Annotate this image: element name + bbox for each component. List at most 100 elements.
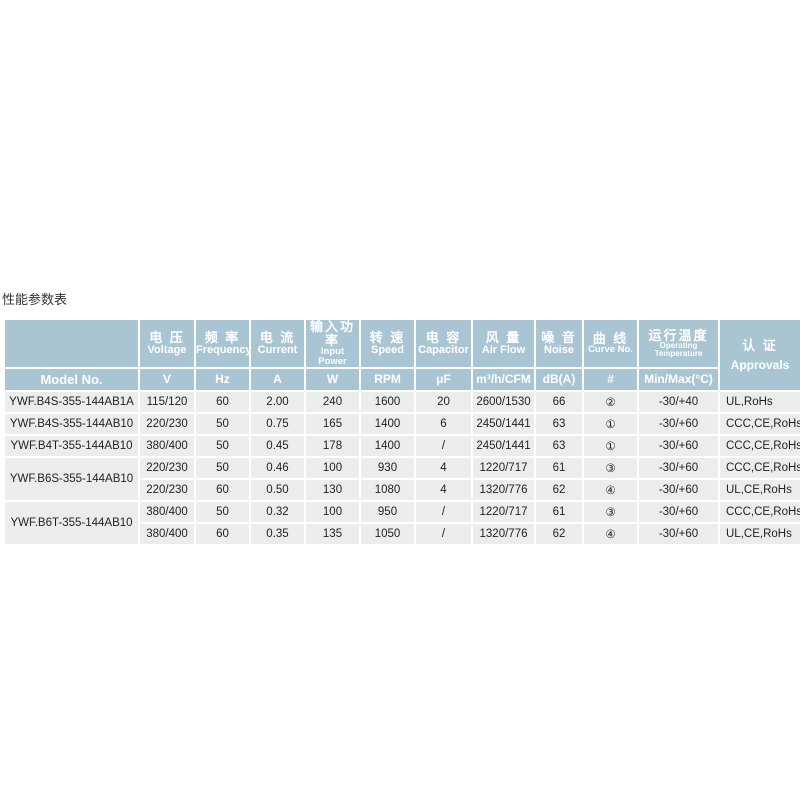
data-cell: /	[416, 436, 471, 457]
column-header: 曲 线 Curve No.	[584, 320, 637, 368]
column-header: 风 量 Air Flow	[473, 320, 534, 368]
data-cell: 60	[196, 524, 249, 545]
data-cell: 20	[416, 392, 471, 413]
unit-header: #	[584, 369, 637, 391]
table-row: YWF.B6T-355-144AB10 380/400 50 0.32 100 950/1…	[5, 502, 800, 545]
column-header-zh: 噪 音	[541, 330, 577, 346]
data-cell: 1320/776	[473, 480, 534, 501]
data-cell: 60	[196, 480, 249, 501]
data-cell: CCC,CE,RoHs	[720, 436, 800, 457]
data-cell: ③	[584, 458, 637, 479]
unit-header: m³/h/CFM	[473, 369, 534, 391]
model-cell: YWF.B4T-355-144AB10	[5, 436, 138, 457]
model-header: Model No.	[5, 369, 138, 391]
model-cell: YWF.B4S-355-144AB10	[5, 414, 138, 435]
table-row: YWF.B4T-355-144AB10 380/400 50 0.45 178 1400/…	[5, 436, 800, 457]
data-cell: 0.32	[251, 502, 304, 523]
data-cell: 130	[306, 480, 359, 501]
data-cell: 950	[361, 502, 414, 523]
data-cell: 1400	[361, 414, 414, 435]
column-header: 电 流 Current	[251, 320, 304, 368]
data-cell: 62	[536, 524, 582, 545]
data-cell: 2450/1441	[473, 414, 534, 435]
data-cell: ④	[584, 524, 637, 545]
column-header: 运行温度 Operating Temperature	[639, 320, 718, 368]
column-header-zh: 输入功率	[309, 319, 355, 348]
table-row: YWF.B6S-355-144AB10 220/230 50 0.46 100 930 4 1…	[5, 458, 800, 501]
unit-header: A	[251, 369, 304, 391]
column-header-zh: 电 容	[425, 330, 462, 346]
data-cell: 135	[306, 524, 359, 545]
data-cell: 2600/1530	[473, 392, 534, 413]
data-cell: 380/400	[140, 524, 194, 545]
data-cell: 1400	[361, 436, 414, 457]
data-cell: 0.46	[251, 458, 304, 479]
column-header-en: Capacitor	[418, 343, 469, 356]
data-cell: 178	[306, 436, 359, 457]
data-cell: CCC,CE,RoHs	[720, 502, 800, 523]
column-header-zh: 曲 线	[592, 330, 629, 346]
data-cell: UL,CE,RoHs	[720, 524, 800, 545]
data-cell: 61	[536, 458, 582, 479]
data-cell: -30/+60	[639, 480, 718, 501]
data-cell: 2.00	[251, 392, 304, 413]
model-cell: YWF.B4S-355-144AB1A	[5, 392, 138, 413]
column-header-zh: 运行温度	[648, 327, 709, 343]
column-header-en: Operating Temperature	[654, 341, 703, 359]
approvals-header: 认 证 Approvals	[720, 320, 800, 391]
data-cell: 930	[361, 458, 414, 479]
data-cell: ①	[584, 436, 637, 457]
data-cell: 6	[416, 414, 471, 435]
unit-header: Hz	[196, 369, 249, 391]
unit-header: V	[140, 369, 194, 391]
data-cell: 50	[196, 414, 249, 435]
data-cell: UL,RoHs	[720, 392, 800, 413]
data-cell: 62	[536, 480, 582, 501]
data-cell: -30/+60	[639, 502, 718, 523]
model-cell: YWF.B6S-355-144AB10	[5, 458, 138, 501]
data-cell: 1050	[361, 524, 414, 545]
data-cell: /	[416, 502, 471, 523]
data-cell: -30/+60	[639, 414, 718, 435]
performance-table: 电 压 Voltage 频 率 Frequency 电 流 Current 输入功率 Inpu…	[3, 318, 800, 546]
data-cell: 50	[196, 436, 249, 457]
data-cell: /	[416, 524, 471, 545]
data-cell: CCC,CE,RoHs	[720, 414, 800, 435]
column-header-zh: 电 流	[259, 330, 296, 346]
data-cell: -30/+60	[639, 524, 718, 545]
column-header: 转 速 Speed	[361, 320, 414, 368]
column-header-en: Air Flow	[481, 343, 526, 356]
column-header-en: Frequency	[196, 343, 252, 356]
column-header-en: Input Power	[318, 346, 347, 368]
data-cell: 1220/717	[473, 458, 534, 479]
approvals-header-en: Approvals	[730, 357, 790, 372]
unit-header: dB(A)	[536, 369, 582, 391]
column-header-en: Current	[257, 343, 298, 356]
data-cell: 240	[306, 392, 359, 413]
column-header-en: Voltage	[147, 343, 187, 356]
data-cell: 0.50	[251, 480, 304, 501]
header-blank	[5, 320, 138, 368]
data-cell: 100	[306, 502, 359, 523]
data-cell: 0.45	[251, 436, 304, 457]
data-cell: 115/120	[140, 392, 194, 413]
column-header-en: Curve No.	[588, 344, 633, 356]
data-cell: 165	[306, 414, 359, 435]
data-cell: 50	[196, 458, 249, 479]
column-header-en: Speed	[370, 343, 404, 356]
model-cell: YWF.B6T-355-144AB10	[5, 502, 138, 545]
data-cell: -30/+40	[639, 392, 718, 413]
column-header-zh: 转 速	[369, 330, 406, 346]
data-cell: -30/+60	[639, 436, 718, 457]
data-cell: 1320/776	[473, 524, 534, 545]
data-cell: 380/400	[140, 436, 194, 457]
data-cell: 1080	[361, 480, 414, 501]
column-header-zh: 风 量	[485, 330, 522, 346]
data-cell: 220/230	[140, 480, 194, 501]
column-header: 噪 音 Noise	[536, 320, 582, 368]
data-cell: 2450/1441	[473, 436, 534, 457]
data-cell: 66	[536, 392, 582, 413]
table-row: YWF.B4S-355-144AB10 220/230 50 0.75 165 1400 6…	[5, 414, 800, 435]
data-cell: 60	[196, 392, 249, 413]
data-cell: 50	[196, 502, 249, 523]
